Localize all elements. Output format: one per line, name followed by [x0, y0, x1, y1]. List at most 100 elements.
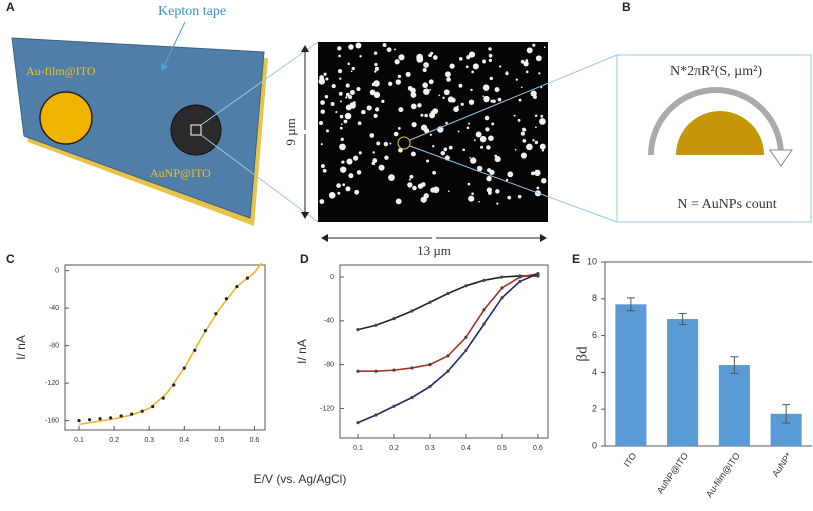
- particle: [320, 100, 325, 105]
- particle: [395, 198, 402, 205]
- particle: [319, 199, 325, 204]
- particle: [449, 63, 455, 69]
- data-point: [518, 279, 522, 284]
- panel-letter: D: [300, 252, 309, 266]
- data-point: [428, 300, 432, 304]
- particle: [489, 76, 494, 81]
- y-tick-label: -40: [324, 318, 334, 325]
- particle: [394, 48, 397, 51]
- particle: [340, 137, 344, 141]
- data-point: [172, 383, 176, 387]
- particle: [339, 77, 342, 80]
- y-tick-label: 8: [592, 293, 597, 303]
- y-tick-label: 0: [330, 274, 334, 281]
- rotation-arc: [648, 87, 784, 156]
- data-point: [482, 278, 486, 282]
- x-tick-label: 0.5: [215, 437, 225, 444]
- data-point: [87, 418, 92, 422]
- particle: [358, 151, 362, 155]
- particle: [534, 169, 541, 177]
- particle: [538, 72, 541, 75]
- x-tick-label: 0.4: [179, 437, 189, 444]
- particle: [348, 44, 354, 50]
- data-point: [410, 395, 414, 400]
- data-point: [446, 354, 450, 358]
- particle: [447, 96, 454, 103]
- y-tick-label: 6: [592, 330, 597, 340]
- particle: [397, 74, 402, 79]
- particle: [526, 143, 533, 151]
- particle: [486, 187, 493, 193]
- particle: [341, 160, 345, 164]
- particle: [535, 126, 537, 129]
- sem-particles: [318, 42, 547, 205]
- particle: [472, 63, 479, 70]
- data-point: [482, 308, 486, 312]
- particle: [517, 194, 522, 199]
- particle: [350, 70, 353, 73]
- particle: [345, 83, 350, 88]
- particle: [505, 71, 509, 76]
- particle: [345, 92, 350, 97]
- panel-letter: E: [572, 252, 580, 266]
- particle: [410, 92, 417, 98]
- particle: [515, 78, 518, 81]
- projection: [409, 145, 618, 223]
- y-tick-label: -40: [49, 305, 59, 312]
- particle: [494, 87, 500, 93]
- data-point: [214, 312, 218, 316]
- data-point: [374, 369, 378, 373]
- particle: [543, 46, 546, 49]
- particle: [320, 164, 325, 168]
- particle: [409, 174, 414, 179]
- particle: [480, 145, 484, 149]
- particle: [369, 133, 375, 138]
- particle: [386, 47, 392, 53]
- y-axis-label: I/ nA: [295, 339, 309, 364]
- particle: [407, 86, 413, 91]
- y-tick-label: -120: [45, 380, 59, 387]
- y-tick-label: 2: [592, 404, 597, 414]
- hemisphere: [676, 111, 764, 155]
- particle: [541, 177, 547, 184]
- particle: [320, 109, 325, 114]
- particle: [370, 106, 372, 109]
- particle: [338, 91, 343, 96]
- particle: [355, 42, 362, 49]
- data-point: [224, 297, 229, 301]
- particle: [356, 170, 362, 175]
- particle: [336, 183, 341, 188]
- particle: [424, 128, 430, 134]
- particle: [428, 79, 434, 85]
- particle: [423, 88, 430, 96]
- particle: [428, 54, 431, 57]
- data-point: [109, 416, 113, 420]
- data-point: [392, 317, 396, 321]
- data-point: [428, 384, 432, 389]
- x-tick-label: 0.2: [389, 445, 399, 452]
- particle: [470, 157, 477, 164]
- particle: [337, 191, 341, 195]
- particle: [417, 183, 424, 189]
- x-tick-label: 0.5: [497, 445, 507, 452]
- particle: [331, 83, 336, 89]
- error-bar: [730, 356, 739, 374]
- particle: [471, 192, 474, 195]
- particle: [388, 174, 395, 181]
- particle: [395, 79, 401, 85]
- particle: [366, 105, 372, 111]
- particle: [541, 149, 545, 152]
- particle: [340, 100, 343, 103]
- data-point: [392, 404, 396, 408]
- data-point: [161, 396, 165, 400]
- data-point: [482, 322, 486, 326]
- particle: [373, 113, 378, 119]
- data-point: [446, 291, 450, 296]
- data-point: [392, 368, 396, 372]
- particle: [507, 195, 512, 200]
- particle: [420, 113, 424, 117]
- particle: [444, 71, 451, 78]
- data-point: [464, 335, 468, 339]
- particle: [330, 102, 335, 107]
- particle: [458, 83, 463, 88]
